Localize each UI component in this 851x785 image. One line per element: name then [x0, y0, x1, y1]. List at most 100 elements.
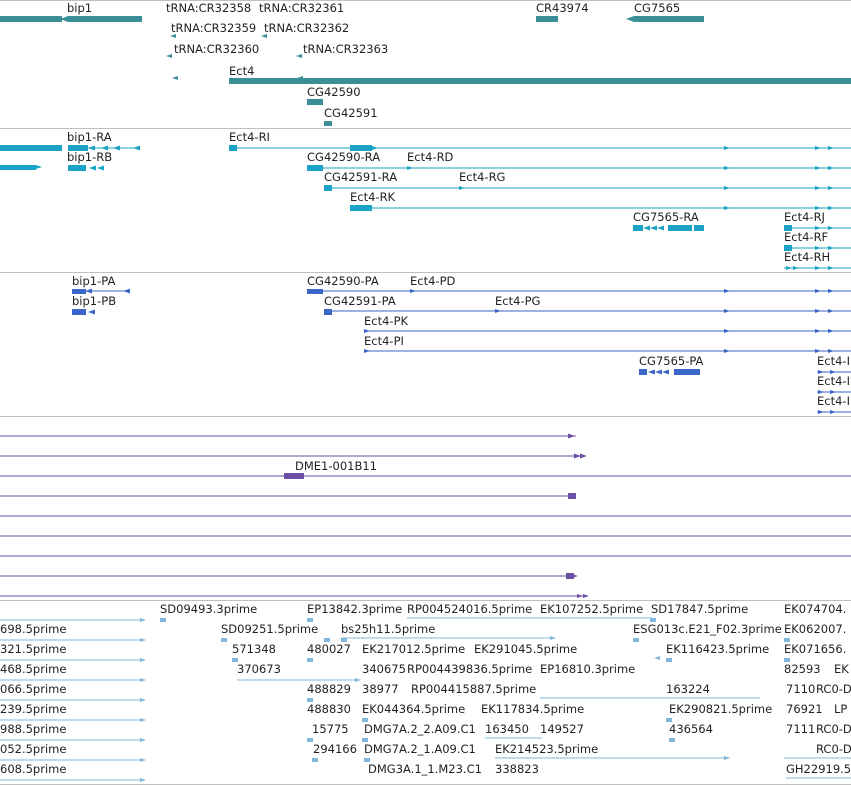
- exon[interactable]: [0, 165, 36, 170]
- est-block[interactable]: [312, 758, 318, 762]
- protein-block[interactable]: [72, 289, 86, 294]
- protein-label[interactable]: CG7565-PA: [639, 354, 704, 368]
- protein-label[interactable]: Ect4-PG: [495, 294, 541, 308]
- gene-bar[interactable]: [324, 121, 332, 126]
- est-block[interactable]: [160, 618, 166, 622]
- est-block[interactable]: [364, 758, 370, 762]
- protein-label[interactable]: CG42590-PA: [307, 274, 379, 288]
- est-label[interactable]: EK044364.5prime: [362, 702, 466, 716]
- est-block[interactable]: [633, 638, 639, 642]
- est-label[interactable]: 7110: [786, 682, 816, 696]
- protein-label[interactable]: Ect4-I: [817, 374, 850, 388]
- transcript-label[interactable]: CG7565-RA: [633, 210, 699, 224]
- gene-label-trna-cr32361[interactable]: tRNA:CR32361: [259, 1, 345, 15]
- protein-label[interactable]: Ect4-I: [817, 394, 850, 408]
- gene-bar-ect4[interactable]: [229, 78, 851, 84]
- gene-label-ect4[interactable]: Ect4: [229, 64, 255, 78]
- transcript-label[interactable]: bip1-RB: [67, 150, 113, 164]
- est-block[interactable]: [362, 738, 368, 742]
- est-label[interactable]: EP16810.3prime: [540, 662, 636, 676]
- est-block[interactable]: [666, 658, 672, 662]
- est-block[interactable]: [784, 658, 790, 662]
- est-label[interactable]: EK117834.5prime: [481, 702, 585, 716]
- est-label[interactable]: 066.5prime: [0, 682, 67, 696]
- est-label[interactable]: EK291045.5prime: [474, 642, 578, 656]
- gene-bar[interactable]: [68, 16, 142, 22]
- transcript-label[interactable]: Ect4-RJ: [784, 210, 825, 224]
- protein-block[interactable]: [639, 369, 647, 375]
- exon[interactable]: [350, 145, 372, 151]
- est-label[interactable]: RP004415887.5prime: [411, 682, 537, 696]
- est-label[interactable]: 38977: [362, 682, 399, 696]
- est-block[interactable]: [650, 618, 656, 622]
- est-label[interactable]: 468.5prime: [0, 662, 67, 676]
- est-label[interactable]: GH22919.5: [786, 762, 851, 776]
- gene-label-bip1[interactable]: bip1: [67, 1, 93, 15]
- clone-block[interactable]: [296, 473, 304, 479]
- clone-block[interactable]: [566, 573, 574, 579]
- est-label[interactable]: 480027: [307, 642, 351, 656]
- est-label[interactable]: RC0-D: [816, 742, 851, 756]
- est-label[interactable]: 608.5prime: [0, 762, 67, 776]
- exon[interactable]: [694, 225, 704, 231]
- est-label[interactable]: EK214523.5prime: [495, 742, 599, 756]
- gene-label-trna-cr32363[interactable]: tRNA:CR32363: [303, 42, 389, 56]
- est-label[interactable]: 488829: [307, 682, 351, 696]
- transcript-label[interactable]: Ect4-RG: [459, 170, 506, 184]
- est-label[interactable]: EP13842.3prime: [307, 602, 403, 616]
- gene-bar[interactable]: [634, 16, 704, 22]
- est-label[interactable]: 436564: [669, 722, 713, 736]
- protein-label[interactable]: Ect4-PD: [410, 274, 456, 288]
- est-label[interactable]: DMG7A.2_2.A09.C1: [364, 722, 476, 736]
- est-block[interactable]: [307, 618, 313, 622]
- transcript-label[interactable]: bip1-RA: [67, 130, 112, 144]
- est-label[interactable]: RP004524016.5prime: [407, 602, 533, 616]
- gene-label-cr43974[interactable]: CR43974: [536, 1, 589, 15]
- est-label[interactable]: EK062007.: [784, 622, 847, 636]
- est-block[interactable]: [307, 698, 313, 702]
- gene-label-cg42591[interactable]: CG42591: [324, 106, 378, 120]
- clone-label[interactable]: DME1-001B11: [295, 459, 377, 473]
- gene-label-trna-cr32362[interactable]: tRNA:CR32362: [264, 21, 350, 35]
- est-label[interactable]: 76921: [786, 702, 823, 716]
- protein-label[interactable]: CG42591-PA: [324, 294, 396, 308]
- est-label[interactable]: EK074704.: [784, 602, 847, 616]
- est-label[interactable]: 149527: [540, 722, 584, 736]
- est-label[interactable]: 370673: [237, 662, 281, 676]
- transcript-label[interactable]: CG42590-RA: [307, 150, 381, 164]
- est-label[interactable]: EK107252.5prime: [540, 602, 644, 616]
- gene-label-trna-cr32360[interactable]: tRNA:CR32360: [174, 42, 260, 56]
- gene-label-cg7565[interactable]: CG7565: [634, 1, 681, 15]
- gene-bar[interactable]: [0, 16, 62, 22]
- est-label[interactable]: 163450: [485, 722, 529, 736]
- transcript-label[interactable]: Ect4-RI: [229, 130, 270, 144]
- est-label[interactable]: 338823: [495, 762, 539, 776]
- est-block[interactable]: [232, 658, 238, 662]
- protein-label[interactable]: Ect4-PK: [364, 314, 409, 328]
- protein-block[interactable]: [324, 309, 332, 315]
- est-block[interactable]: [221, 638, 227, 642]
- est-label[interactable]: 7111: [786, 722, 816, 736]
- est-block[interactable]: [666, 718, 672, 722]
- exon[interactable]: [68, 165, 86, 171]
- est-label[interactable]: DMG3A.1_1.M23.C1: [368, 762, 482, 776]
- exon[interactable]: [784, 225, 792, 231]
- exon[interactable]: [0, 145, 62, 151]
- est-label[interactable]: LP: [834, 702, 848, 716]
- est-block[interactable]: [324, 638, 330, 642]
- est-label[interactable]: DMG7A.2_1.A09.C1: [364, 742, 476, 756]
- protein-label[interactable]: bip1-PA: [72, 274, 116, 288]
- est-label[interactable]: SD17847.5prime: [651, 602, 749, 616]
- est-label[interactable]: 294166: [313, 742, 357, 756]
- transcript-label[interactable]: Ect4-RK: [350, 190, 396, 204]
- exon[interactable]: [68, 145, 88, 151]
- est-label[interactable]: 698.5prime: [0, 622, 67, 636]
- est-label[interactable]: EK071656.: [784, 642, 847, 656]
- est-block[interactable]: [362, 718, 368, 722]
- exon[interactable]: [668, 225, 692, 231]
- est-label[interactable]: RC0-D: [816, 682, 851, 696]
- est-label[interactable]: 163224: [666, 682, 710, 696]
- est-block[interactable]: [669, 738, 675, 742]
- transcript-label[interactable]: Ect4-RF: [784, 230, 829, 244]
- est-block[interactable]: [341, 638, 347, 642]
